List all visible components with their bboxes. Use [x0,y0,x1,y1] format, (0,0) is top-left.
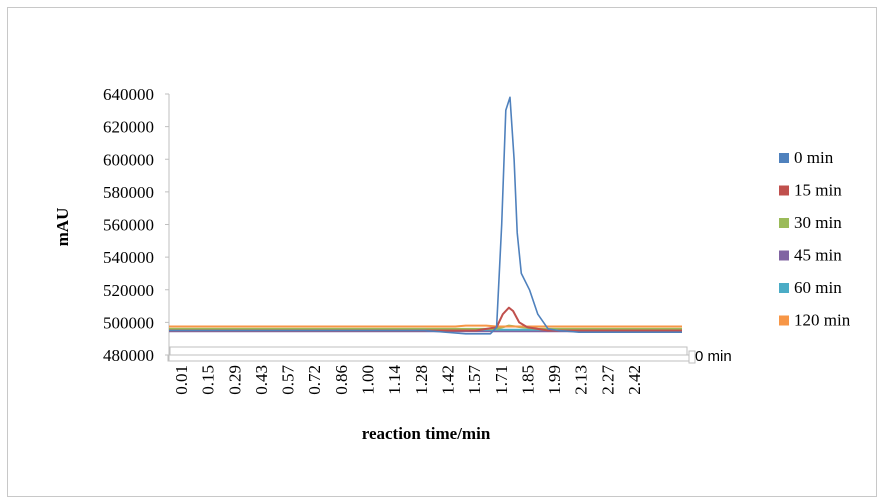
x-tick-label: 1.57 [465,365,484,395]
legend-label: 45 min [794,246,842,265]
x-tick-labels: 0.01 0.15 0.29 0.43 0.57 0.72 0.86 1.00 1.14 1.28… [172,365,644,395]
x-axis-label: reaction time/min [362,424,491,443]
y-tick-label: 580000 [103,183,154,202]
legend-swatch [779,283,789,293]
legend-label: 0 min [794,148,834,167]
legend-label: 15 min [794,181,842,200]
legend-swatch [779,185,789,196]
legend-swatch [779,315,789,326]
x-tick-label: 1.42 [438,365,457,395]
y-tick-label: 500000 [103,313,154,332]
series-lines [169,96,682,335]
y-tick-label: 640000 [103,85,154,104]
x-tick-label: 0.15 [199,365,218,395]
floor-front [167,354,690,362]
x-tick-label: 0.29 [225,365,244,395]
depth-axis-label: 0 min [695,348,732,365]
y-tick-label: 560000 [103,216,154,235]
legend-swatch [779,218,789,228]
floor-top [169,346,688,356]
legend-swatch [779,250,789,261]
legend-label: 60 min [794,278,842,297]
x-tick-label: 0.86 [332,365,351,395]
series-line-120-min [169,324,682,328]
x-tick-label: 1.00 [359,365,378,395]
chart-svg: 640000 620000 600000 580000 560000 540000 5200… [53,85,851,443]
y-axis-label: mAU [53,208,72,247]
axes [165,93,170,361]
x-tick-label: 1.85 [518,365,537,395]
chart-frame: 640000 620000 600000 580000 560000 540000 5200… [7,7,877,497]
x-tick-label: 0.57 [279,365,298,395]
floor-end [688,350,696,364]
y-tick-label: 520000 [103,281,154,300]
y-tick-label: 480000 [103,346,154,365]
x-tick-label: 2.13 [572,365,591,395]
legend-label: 30 min [794,213,842,232]
x-tick-label: 0.43 [252,365,271,395]
x-tick-label: 0.72 [305,365,324,395]
legend-label: 120 min [794,311,851,330]
y-tick-label: 620000 [103,118,154,137]
legend: 0 min 15 min 30 min 45 min 60 min 120 min [779,148,851,330]
x-tick-label: 1.71 [492,365,511,395]
series-line-0-min [169,96,682,335]
y-tick-label: 540000 [103,248,154,267]
series-line-15-min [169,306,682,332]
depth-axis-floor [167,346,696,364]
x-tick-label: 2.42 [625,365,644,395]
x-tick-label: 1.28 [412,365,431,395]
x-tick-label: 1.99 [545,365,564,395]
y-tick-labels: 640000 620000 600000 580000 560000 540000 5200… [103,85,154,365]
x-tick-label: 2.27 [598,365,617,395]
x-tick-label: 1.14 [385,365,404,395]
y-tick-label: 600000 [103,150,154,169]
x-tick-label: 0.01 [172,365,191,395]
legend-swatch [779,153,789,163]
